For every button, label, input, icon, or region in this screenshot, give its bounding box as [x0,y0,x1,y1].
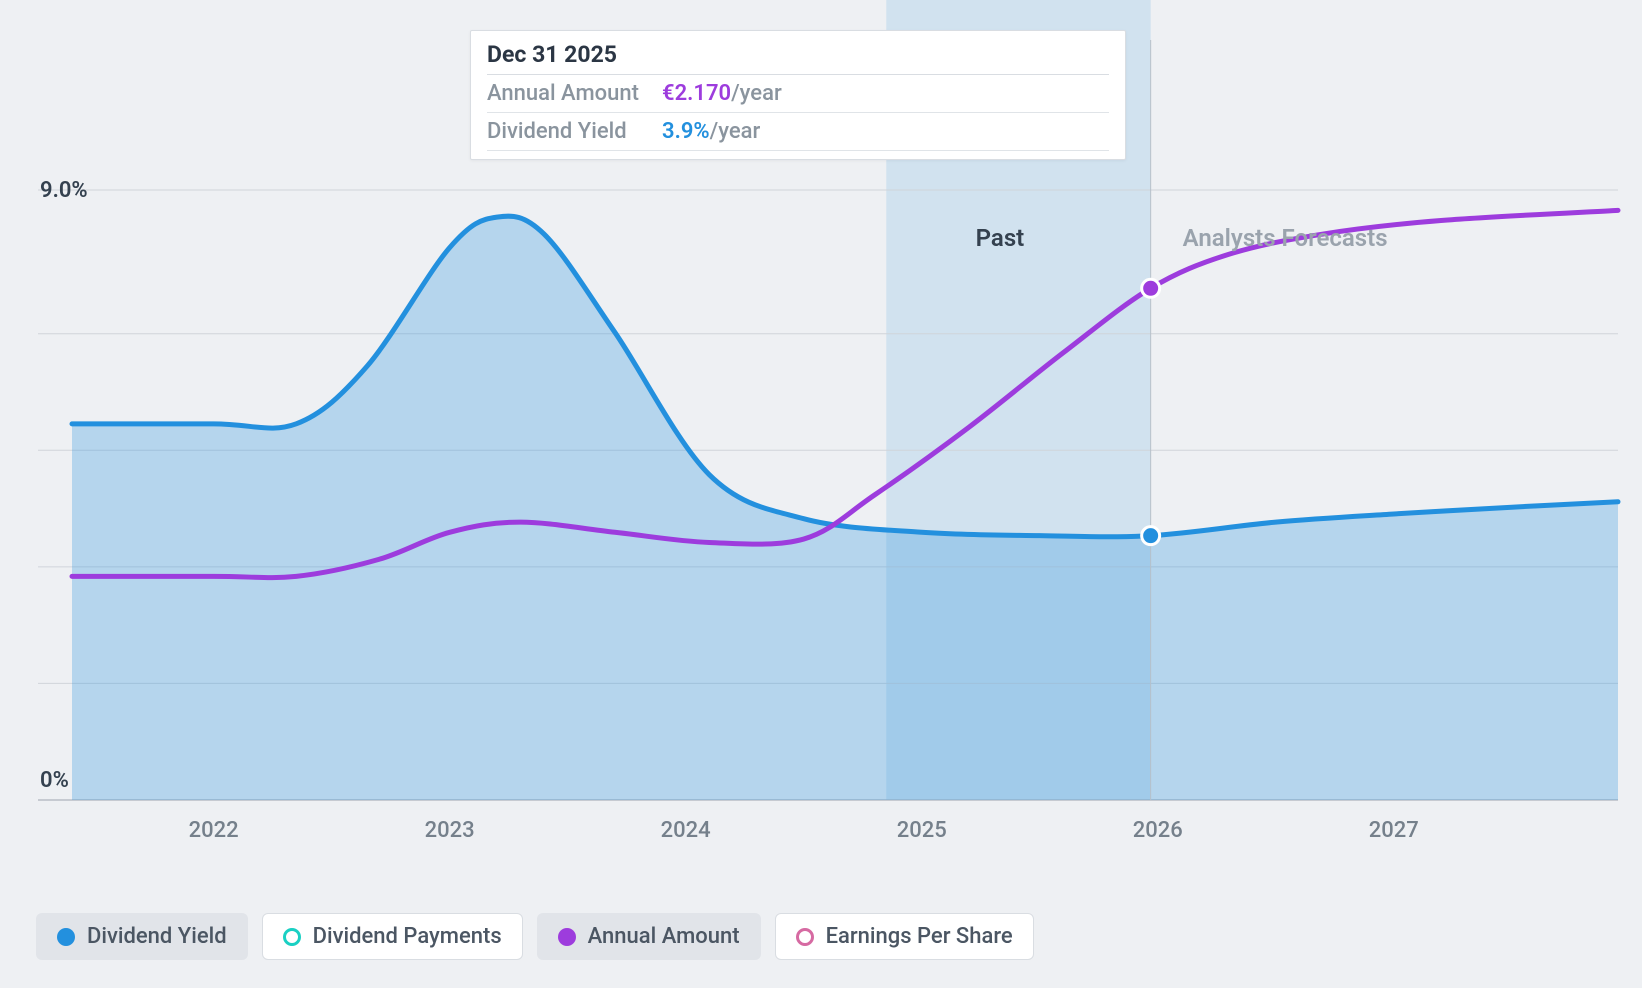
legend-label: Annual Amount [588,924,740,949]
chart-tooltip: Dec 31 2025 Annual Amount €2.170 /year D… [470,30,1126,160]
x-tick: 2024 [661,818,711,843]
legend-dot-icon [57,928,75,946]
legend-dot-icon [796,928,814,946]
legend-label: Earnings Per Share [826,924,1013,949]
tooltip-row-dividend-yield: Dividend Yield 3.9% /year [487,113,1109,151]
legend-item-dividend-yield[interactable]: Dividend Yield [36,913,248,960]
legend-label: Dividend Payments [313,924,502,949]
y-tick-max: 9.0% [40,178,88,203]
chart-legend: Dividend Yield Dividend Payments Annual Am… [36,913,1034,960]
legend-item-earnings-per-share[interactable]: Earnings Per Share [775,913,1034,960]
past-zone-label: Past [976,224,1025,252]
legend-item-dividend-payments[interactable]: Dividend Payments [262,913,523,960]
tooltip-label: Annual Amount [487,81,662,106]
tooltip-suffix: /year [710,119,761,144]
legend-dot-icon [558,928,576,946]
tooltip-row-annual-amount: Annual Amount €2.170 /year [487,75,1109,113]
legend-item-annual-amount[interactable]: Annual Amount [537,913,761,960]
legend-dot-icon [283,928,301,946]
x-tick: 2026 [1133,818,1183,843]
tooltip-value: 3.9% [662,119,710,144]
x-tick: 2023 [425,818,475,843]
tooltip-suffix: /year [731,81,782,106]
legend-label: Dividend Yield [87,924,227,949]
x-tick: 2025 [897,818,947,843]
y-tick-min: 0% [40,768,69,793]
x-tick: 2027 [1369,818,1419,843]
tooltip-title: Dec 31 2025 [487,41,1109,75]
tooltip-value: €2.170 [662,81,731,106]
x-tick: 2022 [189,818,239,843]
tooltip-label: Dividend Yield [487,119,662,144]
dividend-chart: 9.0% 0% 2022 2023 2024 2025 2026 2027 Past An… [0,0,1642,988]
forecast-zone-label: Analysts Forecasts [1183,224,1388,252]
